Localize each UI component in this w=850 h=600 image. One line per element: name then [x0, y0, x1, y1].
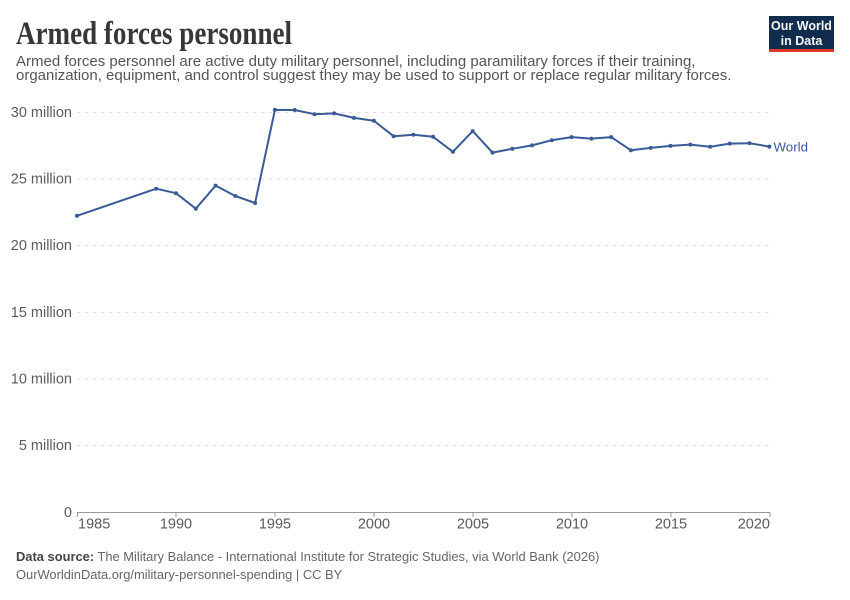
svg-text:1995: 1995	[259, 517, 291, 533]
svg-text:2000: 2000	[358, 517, 390, 533]
svg-text:0: 0	[64, 505, 72, 521]
svg-text:20 million: 20 million	[11, 238, 72, 254]
svg-text:World: World	[774, 140, 808, 155]
svg-text:5 million: 5 million	[19, 438, 72, 454]
svg-text:15 million: 15 million	[11, 305, 72, 321]
svg-text:2005: 2005	[457, 517, 489, 533]
svg-text:1990: 1990	[160, 517, 192, 533]
svg-text:1985: 1985	[78, 517, 110, 533]
svg-text:25 million: 25 million	[11, 172, 72, 188]
svg-text:10 million: 10 million	[11, 372, 72, 388]
svg-text:2020: 2020	[738, 517, 770, 533]
svg-text:2010: 2010	[556, 517, 588, 533]
svg-text:2015: 2015	[655, 517, 687, 533]
svg-text:30 million: 30 million	[11, 105, 72, 121]
